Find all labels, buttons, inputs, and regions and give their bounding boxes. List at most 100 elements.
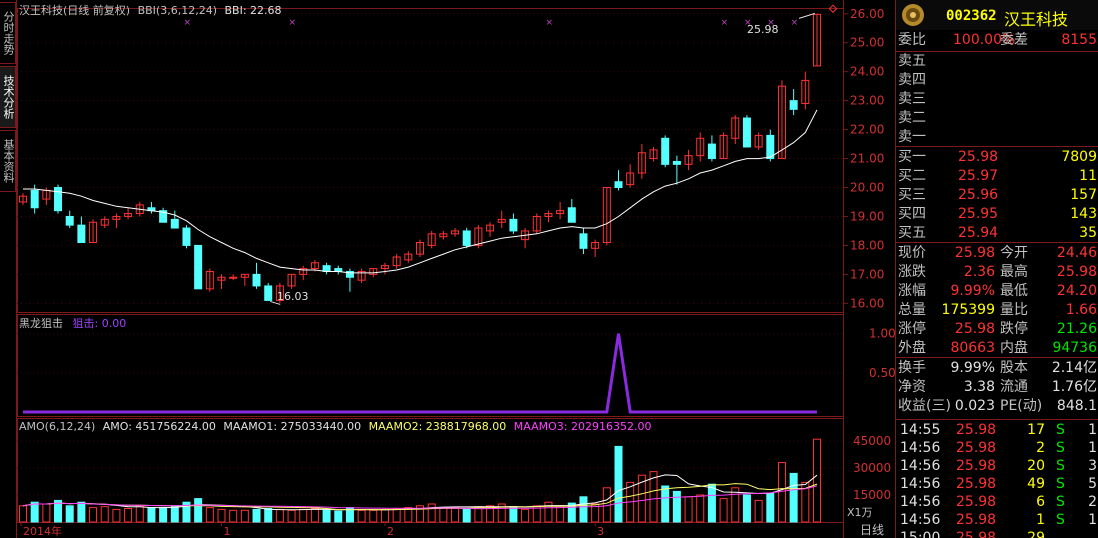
volume-bar <box>170 505 179 523</box>
volume-bar <box>661 485 670 523</box>
stat-value: 21.26 <box>1056 321 1097 337</box>
quote-header: 002362 汉王科技 <box>896 0 1098 30</box>
finance-label: 股本 <box>1000 360 1028 376</box>
sub-indicator-name[interactable]: 黑龙狙击 <box>19 317 63 330</box>
volume-bar <box>813 438 821 523</box>
divider <box>896 51 1098 52</box>
diff-value: 8155 <box>1061 32 1097 48</box>
tick-count: 1 <box>1088 440 1097 456</box>
stat-label: 涨幅 <box>898 283 926 299</box>
finance-label: 净资 <box>898 379 926 395</box>
candle-body <box>100 218 109 226</box>
candle-body <box>579 233 588 249</box>
tick-count: 1 <box>1088 512 1097 528</box>
date-label: 2 <box>387 525 394 538</box>
tick-time: 14:56 <box>900 458 941 474</box>
kline-chart[interactable]: × × × × × × × 26.0025.0024.0023.0022.0021.0020… <box>17 0 895 538</box>
sell-row: 卖一 <box>896 128 1098 147</box>
vol-tick-label: 45000 <box>853 434 891 448</box>
price-tick-label: 25.00 <box>850 36 884 50</box>
stat-row: 现价 25.98 今开 24.46 <box>896 244 1098 263</box>
sub-tick-label: 1.00 <box>869 327 895 341</box>
candle-body <box>404 253 413 261</box>
vol-tick-label: 30000 <box>853 461 891 475</box>
finance-value: 1.76亿 <box>1051 379 1097 395</box>
volume-bar <box>427 503 436 523</box>
candle-body <box>556 210 565 215</box>
tab-fundamentals[interactable]: 基本资料 <box>0 130 16 192</box>
candle-body <box>30 189 39 209</box>
volume-bar <box>124 508 133 523</box>
tab-intraday[interactable]: 分时走势 <box>0 2 16 64</box>
stat-value: 25.98 <box>1056 264 1097 280</box>
amo-indicator-name[interactable]: AMO(6,12,24) <box>19 420 96 433</box>
candle-body <box>754 134 763 148</box>
candle-body <box>240 273 249 278</box>
volume-bar <box>404 507 413 523</box>
stat-label: 总量 <box>898 302 926 318</box>
volume-bar <box>731 487 740 523</box>
tick-row: 14:56 25.98 20 S 3 <box>896 457 1098 476</box>
order-ratio-row: 委比 100.00% 委差 8155 <box>896 31 1098 50</box>
tick-row: 14:56 25.98 6 S 2 <box>896 493 1098 512</box>
buy-row: 买四 25.95 143 <box>896 205 1098 224</box>
volume-bar <box>194 498 203 523</box>
volume-bar <box>521 508 530 523</box>
tick-row: 14:56 25.98 49 S 5 <box>896 475 1098 494</box>
stat-label: 内盘 <box>1000 340 1028 356</box>
volume-bars <box>17 438 843 523</box>
volume-bar <box>532 505 541 523</box>
candle-body <box>170 218 179 229</box>
bbi-value: BBI: 22.68 <box>224 4 282 17</box>
candle-body <box>229 276 238 279</box>
volume-bar <box>357 509 366 523</box>
candle-body <box>544 213 553 217</box>
signal-marker: × <box>183 18 191 28</box>
candle-body <box>696 137 705 157</box>
tick-time: 14:56 <box>900 476 941 492</box>
tick-time: 14:56 <box>900 512 941 528</box>
buy-volume: 35 <box>1079 225 1097 241</box>
candle-body <box>649 149 658 160</box>
volume-bar <box>672 490 681 523</box>
tick-direction: S <box>1056 494 1065 510</box>
volume-bar <box>310 508 319 523</box>
candle-body <box>194 244 203 290</box>
candle-body <box>416 242 424 255</box>
candle-body <box>124 213 133 217</box>
signal-marker: × <box>767 18 775 28</box>
period-label[interactable]: 日线 <box>860 523 885 537</box>
tick-volume: 6 <box>1036 494 1045 510</box>
bbi-indicator-name[interactable]: BBI(3,6,12,24) <box>137 4 217 17</box>
volume-bar <box>217 508 226 523</box>
stat-value: 2.36 <box>963 264 995 280</box>
buy-level-label: 买二 <box>898 168 926 184</box>
volume-bar <box>766 492 775 523</box>
volume-bar <box>509 506 518 523</box>
volume-bar <box>392 508 401 523</box>
high-price-label: 25.98 <box>747 23 779 36</box>
vol-tick-label: 15000 <box>853 488 891 502</box>
date-label: 2014年 <box>23 524 62 538</box>
tick-direction: S <box>1056 476 1065 492</box>
buy-row: 买一 25.98 7809 <box>896 148 1098 167</box>
volume-bar <box>65 505 74 523</box>
volume-bar <box>275 508 284 523</box>
volume-bar <box>159 507 168 523</box>
tick-price: 25.98 <box>956 422 997 438</box>
signal-marker: × <box>791 18 799 28</box>
volume-bar <box>696 494 705 523</box>
volume-bar <box>77 501 86 523</box>
candle-body <box>252 273 261 287</box>
stat-label: 涨停 <box>898 321 926 337</box>
stat-value: 94736 <box>1052 340 1097 356</box>
candle-body <box>322 265 331 272</box>
buy-volume: 7809 <box>1061 149 1097 165</box>
volume-bar <box>684 496 693 523</box>
finance-label: 流通 <box>1000 379 1028 395</box>
tab-technical-analysis[interactable]: 技术分析 <box>0 66 16 128</box>
price-tick-label: 23.00 <box>850 94 884 108</box>
high-arrow <box>798 12 816 19</box>
divider <box>896 146 1098 147</box>
candle-body <box>789 100 798 110</box>
